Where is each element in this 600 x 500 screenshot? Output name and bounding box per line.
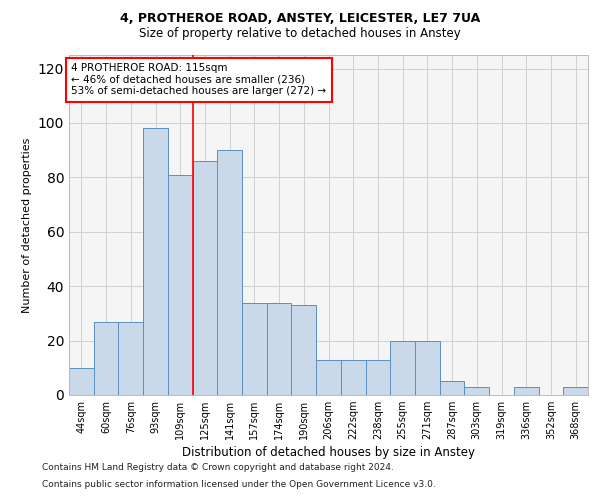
Bar bbox=[242, 302, 267, 395]
Text: 4, PROTHEROE ROAD, ANSTEY, LEICESTER, LE7 7UA: 4, PROTHEROE ROAD, ANSTEY, LEICESTER, LE… bbox=[120, 12, 480, 26]
Text: Contains public sector information licensed under the Open Government Licence v3: Contains public sector information licen… bbox=[42, 480, 436, 489]
Bar bbox=[563, 387, 588, 395]
Bar bbox=[341, 360, 365, 395]
Bar bbox=[390, 340, 415, 395]
Bar bbox=[69, 368, 94, 395]
Text: Contains HM Land Registry data © Crown copyright and database right 2024.: Contains HM Land Registry data © Crown c… bbox=[42, 464, 394, 472]
Bar bbox=[267, 302, 292, 395]
Bar bbox=[193, 161, 217, 395]
Bar bbox=[464, 387, 489, 395]
Bar bbox=[316, 360, 341, 395]
X-axis label: Distribution of detached houses by size in Anstey: Distribution of detached houses by size … bbox=[182, 446, 475, 460]
Bar bbox=[217, 150, 242, 395]
Bar bbox=[168, 174, 193, 395]
Text: Size of property relative to detached houses in Anstey: Size of property relative to detached ho… bbox=[139, 28, 461, 40]
Bar bbox=[415, 340, 440, 395]
Text: 4 PROTHEROE ROAD: 115sqm
← 46% of detached houses are smaller (236)
53% of semi-: 4 PROTHEROE ROAD: 115sqm ← 46% of detach… bbox=[71, 63, 326, 96]
Bar bbox=[143, 128, 168, 395]
Y-axis label: Number of detached properties: Number of detached properties bbox=[22, 138, 32, 312]
Bar bbox=[514, 387, 539, 395]
Bar bbox=[292, 305, 316, 395]
Bar bbox=[118, 322, 143, 395]
Bar bbox=[440, 382, 464, 395]
Bar bbox=[365, 360, 390, 395]
Bar bbox=[94, 322, 118, 395]
